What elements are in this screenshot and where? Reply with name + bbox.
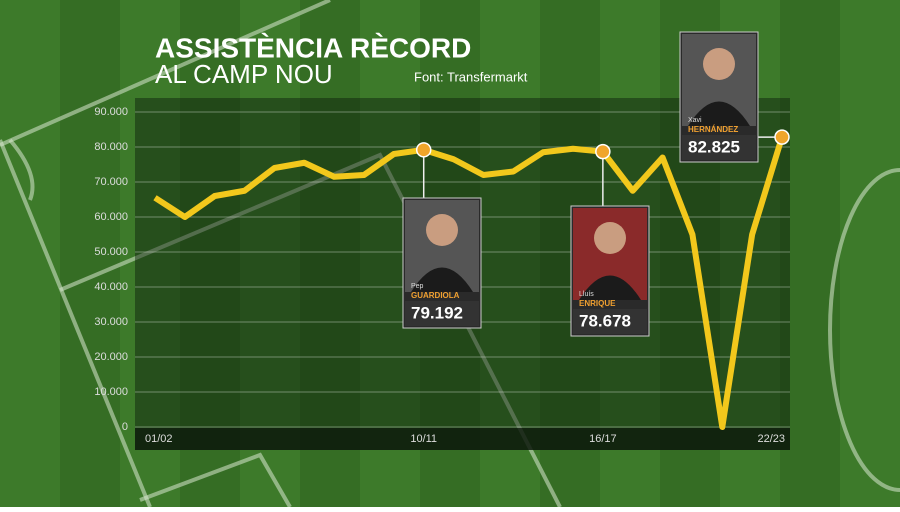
value-label: 82.825 <box>688 137 740 156</box>
title-line-2: AL CAMP NOU <box>155 59 333 89</box>
photo-head <box>426 214 458 246</box>
x-tick-label: 22/23 <box>757 433 785 445</box>
annotation-first-name: Lluís <box>579 291 594 298</box>
x-tick-label: 16/17 <box>589 433 617 445</box>
value-box <box>405 301 479 326</box>
value-box <box>682 135 756 160</box>
x-tick-label: 10/11 <box>410 433 437 445</box>
annotation-last-name: GUARDIOLA <box>411 291 460 300</box>
y-tick-label: 10.000 <box>94 386 128 398</box>
value-label: 79.192 <box>411 303 463 322</box>
y-tick-label: 0 <box>122 421 128 433</box>
x-tick-label: 01/02 <box>145 433 173 445</box>
y-tick-label: 30.000 <box>94 316 128 328</box>
photo-body <box>411 267 473 292</box>
y-tick-label: 60.000 <box>94 211 128 223</box>
photo-body <box>579 275 641 300</box>
y-tick-label: 90.000 <box>94 106 128 118</box>
highlight-point <box>415 142 432 158</box>
annotation-last-name: HERNÁNDEZ <box>688 125 738 134</box>
y-tick-label: 50.000 <box>94 246 128 258</box>
photo-head <box>594 222 626 254</box>
x-axis-band <box>135 428 790 450</box>
value-label: 78.678 <box>579 311 631 330</box>
y-tick-label: 20.000 <box>94 351 128 363</box>
title-line-1: ASSISTÈNCIA RÈCORD <box>155 32 471 63</box>
photo-body <box>688 101 750 126</box>
value-box <box>573 309 647 334</box>
y-tick-label: 80.000 <box>94 141 128 153</box>
photo-head <box>703 48 735 80</box>
line <box>153 136 785 430</box>
y-tick-label: 40.000 <box>94 281 128 293</box>
highlight-point <box>595 143 611 160</box>
highlight-point <box>774 129 790 145</box>
annotation-first-name: Pep <box>411 283 424 290</box>
y-tick-label: 70.000 <box>94 176 128 188</box>
annotation-last-name: ENRIQUE <box>579 299 616 308</box>
annotation-first-name: Xavi <box>688 117 702 124</box>
source: Font: Transfermarkt <box>414 69 528 84</box>
